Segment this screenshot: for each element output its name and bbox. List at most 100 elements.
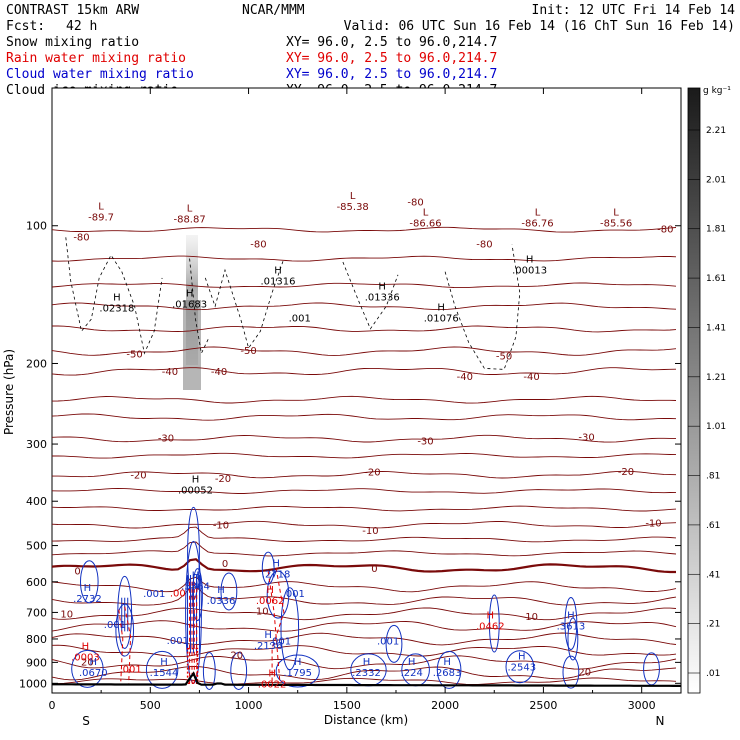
extremum-value: .3613 xyxy=(557,621,586,632)
valid-time: Valid: 06 UTC Sun 16 Feb 14 (16 ChT Sun … xyxy=(344,19,735,34)
extremum-marker: H xyxy=(264,630,272,641)
colorbar-label: 1.21 xyxy=(706,373,726,383)
snow-contour xyxy=(444,244,521,370)
isotherm-line xyxy=(51,541,677,557)
extremum-marker: L xyxy=(350,191,356,202)
forecast-hour: 42 h xyxy=(66,19,97,34)
y-tick-label: 300 xyxy=(26,438,47,451)
terrain-profile xyxy=(52,671,681,687)
extremum-marker: H xyxy=(90,657,98,668)
x-tick-label: 0 xyxy=(49,699,56,712)
extremum-marker: H xyxy=(192,570,200,581)
extremum-marker: H xyxy=(487,610,495,621)
extremum-value: -85.56 xyxy=(600,219,632,230)
extremum-marker: H xyxy=(272,559,280,570)
extremum-marker: H xyxy=(443,657,451,668)
contour-value-label: .001 xyxy=(104,620,126,631)
isotherm-line xyxy=(51,282,677,289)
x-tick-label: 2500 xyxy=(529,699,557,712)
cloud-contour xyxy=(505,650,535,684)
extremum-value: .2718 xyxy=(262,570,291,581)
organization-label: NCAR/MMM xyxy=(242,3,305,18)
extremum-marker: H xyxy=(274,265,282,276)
model-title: CONTRAST 15km ARW xyxy=(6,3,139,18)
isotherm-label: -80 xyxy=(73,232,89,243)
isotherm-label: -40 xyxy=(457,372,473,383)
isotherm-line xyxy=(51,520,677,529)
extremum-value: .0062 xyxy=(256,596,285,607)
colorbar-unit: g kg⁻¹ xyxy=(703,86,731,96)
extremum-value: .00052 xyxy=(178,485,213,496)
y-tick-label: 600 xyxy=(26,576,47,589)
snow-contour xyxy=(65,237,163,355)
colorbar-label: 1.61 xyxy=(706,274,726,284)
extremum-value: -85.38 xyxy=(337,202,369,213)
init-time: Init: 12 UTC Fri 14 Feb 14 xyxy=(532,3,736,18)
isotherm-line xyxy=(51,576,677,593)
cloud-contour xyxy=(436,650,462,689)
isotherm-label: 0 xyxy=(74,566,80,577)
field-xy-snow: XY= 96.0, 2.5 to 96.0,214.7 xyxy=(286,35,497,50)
extremum-value: -89.7 xyxy=(88,213,114,224)
extremum-marker: L xyxy=(98,202,104,213)
cloud-contour xyxy=(564,597,578,650)
cloud-contour xyxy=(71,649,104,688)
extremum-value: -86.66 xyxy=(409,219,441,230)
contour-value-label: .00 xyxy=(170,589,186,600)
isotherm-label: -40 xyxy=(211,367,227,378)
isotherm-line xyxy=(51,226,677,233)
isotherm-label: -50 xyxy=(496,351,512,362)
isotherm-label: -80 xyxy=(657,225,673,236)
isotherm-line xyxy=(51,434,676,443)
x-tick-label: 1000 xyxy=(235,699,263,712)
isotherm-line xyxy=(51,666,677,681)
rain-core xyxy=(186,647,199,685)
extremum-marker: L xyxy=(613,208,619,219)
extremum-marker: H xyxy=(266,585,274,596)
colorbar-label: 2.01 xyxy=(706,175,726,185)
extremum-value: .1544 xyxy=(150,668,179,679)
extremum-value: .2732 xyxy=(73,594,102,605)
isotherm-label: 20 xyxy=(578,668,591,679)
x-tick-label: 3000 xyxy=(628,699,656,712)
contour-value-label: .001 xyxy=(377,636,399,647)
x-tick-label: 1500 xyxy=(333,699,361,712)
snow-contour xyxy=(342,261,399,330)
axes: 0 500 1000 1500 2000 2500 30001002003004005006… xyxy=(19,88,681,712)
isotherm-label: -80 xyxy=(476,240,492,251)
field-name-snow: Snow mixing ratio xyxy=(6,35,139,50)
y-tick-label: 500 xyxy=(26,540,47,553)
extremum-marker: H xyxy=(567,610,575,621)
extremum-value: .02318 xyxy=(99,303,134,314)
colorbar-label: 1.81 xyxy=(706,225,726,235)
cloud-contour xyxy=(280,587,300,671)
isotherm-line xyxy=(51,655,677,670)
isotherm-label: -20 xyxy=(215,474,231,485)
cloud-contour xyxy=(220,572,238,611)
isotherm-line xyxy=(51,488,677,494)
isotherm-line xyxy=(52,325,677,333)
extremum-value: -86.76 xyxy=(521,219,553,230)
isotherm-label: -30 xyxy=(578,432,594,443)
cloud-contour xyxy=(275,654,320,688)
colorbar-label: 2.21 xyxy=(706,126,726,136)
extremum-value: .0336 xyxy=(207,596,236,607)
cloud-contour xyxy=(192,568,203,622)
cloud-contour xyxy=(266,570,290,619)
contour-value-label: .001 xyxy=(167,636,189,647)
extremum-marker: H xyxy=(84,583,92,594)
cloud-contour xyxy=(488,594,500,653)
y-tick-label: 100 xyxy=(26,220,47,233)
field-name-cloud-water: Cloud water mixing ratio xyxy=(6,67,194,82)
isotherm-line xyxy=(51,558,676,574)
colorbar-label: 1.41 xyxy=(706,323,726,333)
snow-core-shade xyxy=(183,300,201,390)
extremum-marker: L xyxy=(535,208,541,219)
extremum-value: .0670 xyxy=(79,668,108,679)
extremum-value: .0022 xyxy=(258,679,287,690)
isotherm-label: -30 xyxy=(417,436,433,447)
extremum-value: -88.87 xyxy=(173,215,205,226)
colorbar-label: .01 xyxy=(706,669,720,679)
cloud-contour xyxy=(385,624,403,663)
extremum-marker: H xyxy=(160,657,168,668)
